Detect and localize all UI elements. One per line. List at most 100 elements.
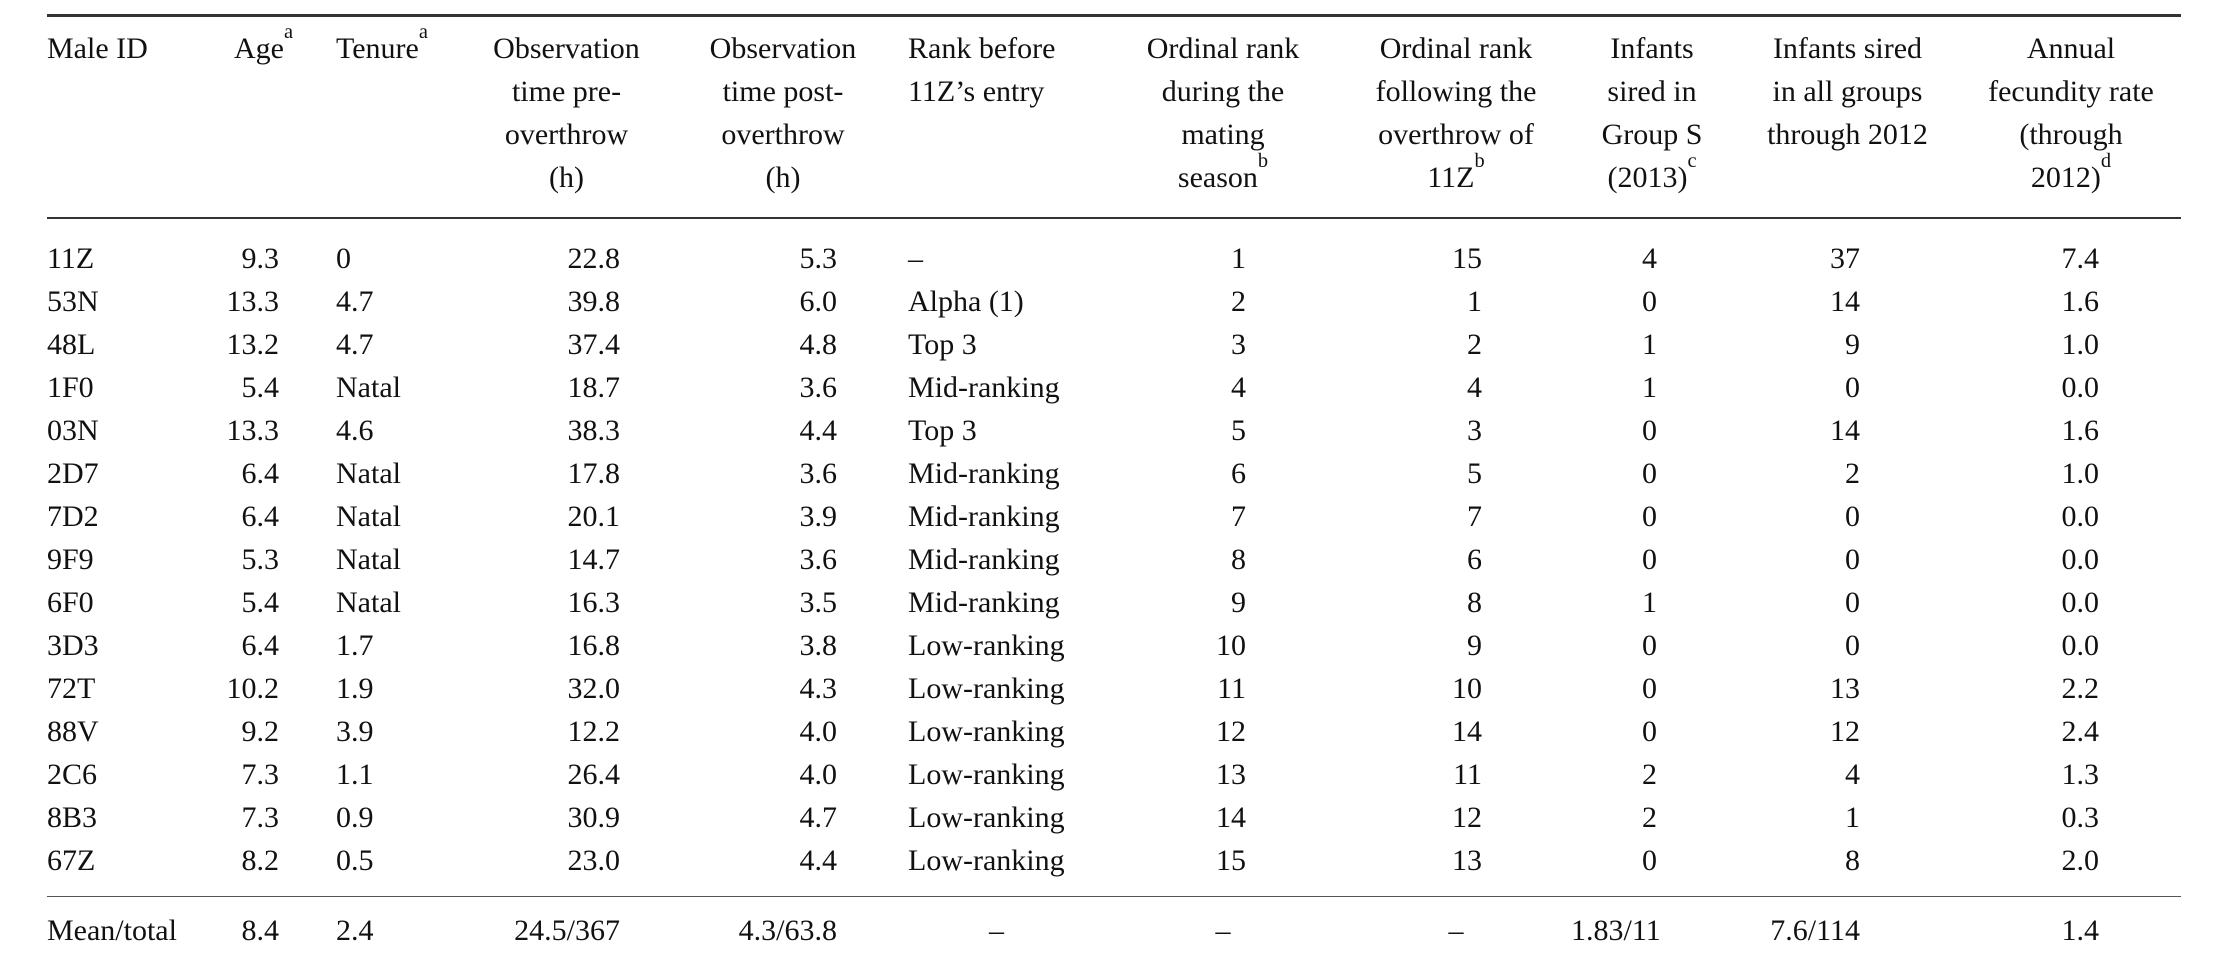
cell-male-id: 2D7 [47, 457, 99, 490]
cell-ordinal-rank-overthrow: 6 [1467, 543, 1482, 576]
cell-rank-before-entry: Low-ranking [908, 629, 1065, 662]
cell-ordinal-rank-overthrow: 14 [1452, 715, 1482, 748]
table-row: 2D7 6.4 Natal 17.8 3.6 Mid-ranking 6 5 0 2 1.0 [47, 452, 2181, 495]
cell-rank-before-entry: Alpha (1) [908, 285, 1024, 318]
cell-annual-fecundity: 1.0 [2061, 328, 2100, 361]
cell-age: 13.3 [226, 285, 280, 318]
page: { "colors": { "background": "#ffffff", "… [0, 14, 2235, 969]
cell-obs-time-post: 3.5 [799, 586, 838, 619]
cell-infants-all-groups: 8 [1845, 844, 1860, 877]
cell-rank-before-entry: Top 3 [908, 328, 977, 361]
cell-obs-time-post: 5.3 [799, 242, 838, 275]
cell-infants-group-s: 0 [1642, 715, 1657, 748]
cell-ordinal-rank-overthrow: 3 [1467, 414, 1482, 447]
cell-tenure: Natal [336, 543, 401, 576]
cell-age: 7.3 [241, 758, 280, 791]
cell-age: 8.2 [241, 844, 280, 877]
footnote-marker-a: a [283, 20, 294, 43]
cell-obs-time-pre: 37.4 [567, 328, 621, 361]
cell-male-id: 9F9 [47, 543, 94, 576]
cell-age: 6.4 [241, 457, 280, 490]
cell-tenure: 1.9 [336, 672, 374, 705]
cell-ordinal-rank-mating: 9 [1231, 586, 1246, 619]
cell-ordinal-rank-overthrow: 10 [1452, 672, 1482, 705]
cell-obs-time-post: 3.8 [799, 629, 838, 662]
table-row: 11Z 9.3 0 22.8 5.3 – 1 15 4 37 7.4 [47, 218, 2181, 280]
cell-obs-time-pre: 12.2 [567, 715, 621, 748]
cell-infants-all-groups: 14 [1830, 285, 1860, 318]
cell-obs-time-post: 4.8 [799, 328, 838, 361]
cell-age: 9.3 [241, 242, 280, 275]
footnote-marker-c: c [1687, 149, 1697, 172]
cell-tenure: 2.4 [316, 896, 456, 952]
cell-male-id: 7D2 [47, 500, 99, 533]
cell-tenure: Natal [336, 586, 401, 619]
cell-tenure: 0.5 [336, 844, 374, 877]
cell-tenure: Natal [336, 500, 401, 533]
cell-infants-all-groups: 0 [1845, 543, 1860, 576]
cell-obs-time-pre: 18.7 [567, 371, 621, 404]
table-row: 8B3 7.3 0.9 30.9 4.7 Low-ranking 14 12 2 1 0.3 [47, 796, 2181, 839]
cell-annual-fecundity: 2.2 [2061, 672, 2100, 705]
cell-annual-fecundity: 1.4 [1961, 896, 2181, 952]
cell-rank-before-entry: – [889, 896, 1104, 952]
cell-ordinal-rank-mating: 10 [1216, 629, 1246, 662]
cell-ordinal-rank-overthrow: 1 [1467, 285, 1482, 318]
cell-obs-time-pre: 16.3 [567, 586, 621, 619]
table-foot: Mean/total 8.4 2.4 24.5/367 4.3/63.8– – –1.83/… [47, 896, 2181, 952]
table-row: 6F0 5.4 Natal 16.3 3.5 Mid-ranking 9 8 1 0 0.0 [47, 581, 2181, 624]
column-header-ordinal-rank-mating: Ordinal rank during the mating seasonb [1104, 15, 1342, 219]
cell-ordinal-rank-mating: 13 [1216, 758, 1246, 791]
table-row: 88V 9.2 3.9 12.2 4.0 Low-ranking 12 14 0 12 2.4 [47, 710, 2181, 753]
cell-annual-fecundity: 0.0 [2061, 543, 2100, 576]
cell-obs-time-pre: 32.0 [567, 672, 621, 705]
cell-infants-group-s: 1 [1642, 586, 1657, 619]
cell-rank-before-entry: – [908, 242, 923, 275]
cell-ordinal-rank-overthrow: 13 [1452, 844, 1482, 877]
cell-age: 10.2 [226, 672, 280, 705]
cell-infants-group-s: 1.83/11 [1570, 896, 1734, 952]
cell-infants-group-s: 0 [1642, 285, 1657, 318]
cell-obs-time-post: 4.0 [799, 758, 838, 791]
cell-male-id: 03N [47, 414, 99, 447]
cell-ordinal-rank-mating: 2 [1231, 285, 1246, 318]
cell-obs-time-post: 4.4 [799, 844, 838, 877]
cell-rank-before-entry: Low-ranking [908, 715, 1065, 748]
cell-ordinal-rank-overthrow: 4 [1467, 371, 1482, 404]
cell-infants-all-groups: 2 [1845, 457, 1860, 490]
table-row: 67Z 8.2 0.5 23.0 4.4 Low-ranking 15 13 0 8 2.0 [47, 839, 2181, 897]
data-table: Male ID Agea Tenurea Observation time pre-ov… [47, 14, 2181, 952]
cell-obs-time-post: 4.7 [799, 801, 838, 834]
cell-obs-time-post: 4.4 [799, 414, 838, 447]
column-header-infants-group-s: Infants sired in Group S (2013)c [1570, 15, 1734, 219]
cell-tenure: 3.9 [336, 715, 374, 748]
footnote-marker-d: d [2100, 149, 2112, 172]
cell-infants-group-s: 1 [1642, 328, 1657, 361]
cell-infants-all-groups: 37 [1830, 242, 1860, 275]
cell-obs-time-pre: 16.8 [567, 629, 621, 662]
footnote-marker-b: b [1257, 149, 1269, 172]
cell-infants-group-s: 0 [1642, 672, 1657, 705]
cell-annual-fecundity: 1.6 [2061, 285, 2100, 318]
cell-infants-group-s: 0 [1642, 844, 1657, 877]
cell-tenure: 4.6 [336, 414, 374, 447]
cell-annual-fecundity: 1.6 [2061, 414, 2100, 447]
table-row: 2C6 7.3 1.1 26.4 4.0 Low-ranking 13 11 2 4 1.3 [47, 753, 2181, 796]
cell-obs-time-pre: 14.7 [567, 543, 621, 576]
cell-male-id: 48L [47, 328, 96, 361]
table-body: 11Z 9.3 0 22.8 5.3–1 15 4 37 7.4 53N 13.3 4.7 39.8 6.… [47, 218, 2181, 897]
cell-male-id: 6F0 [47, 586, 94, 619]
cell-ordinal-rank-mating: 5 [1231, 414, 1246, 447]
column-header-age: Agea [211, 15, 316, 219]
cell-obs-time-post: 3.6 [799, 371, 838, 404]
cell-ordinal-rank-overthrow: 8 [1467, 586, 1482, 619]
cell-tenure: 1.7 [336, 629, 374, 662]
footnote-marker-a: a [418, 20, 428, 43]
table-row: 48L 13.2 4.7 37.4 4.8 Top 3 3 2 1 9 1.0 [47, 323, 2181, 366]
cell-ordinal-rank-mating: 6 [1231, 457, 1246, 490]
cell-ordinal-rank-mating: 3 [1231, 328, 1246, 361]
column-header-infants-all-groups: Infants sired in all groups through 2012 [1734, 15, 1961, 219]
cell-infants-group-s: 4 [1642, 242, 1657, 275]
cell-rank-before-entry: Low-ranking [908, 758, 1065, 791]
column-header-rank-before-entry: Rank before 11Z’s entry [889, 15, 1104, 219]
